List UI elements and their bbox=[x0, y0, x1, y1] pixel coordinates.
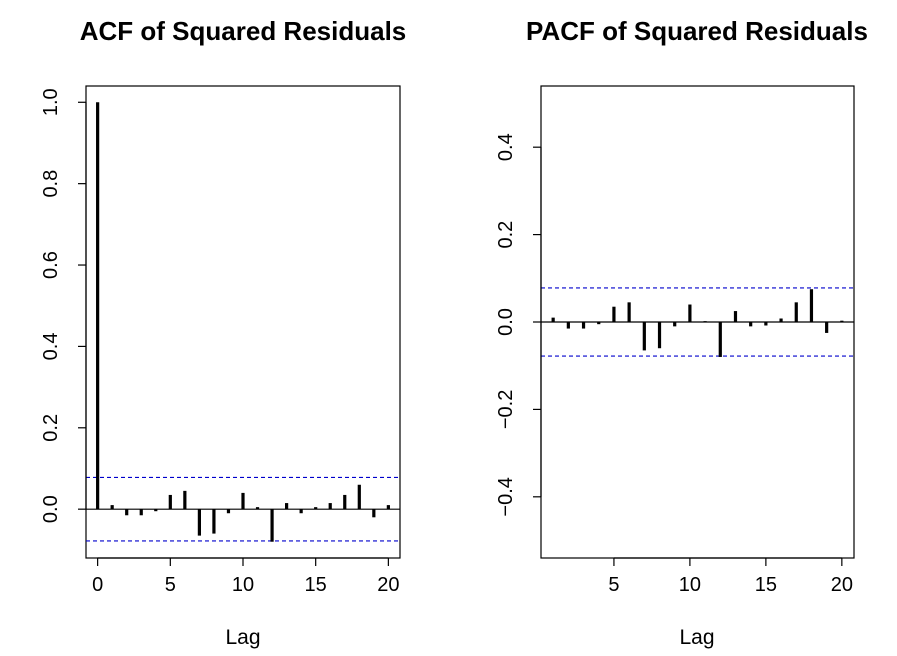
acf-x-tick-label: 5 bbox=[165, 574, 176, 596]
acf-title: ACF of Squared Residuals bbox=[80, 16, 407, 46]
pacf-y-tick-label: −0.2 bbox=[495, 390, 517, 429]
pacf-ci-bands bbox=[541, 287, 854, 357]
acf-x-axis: 0 5 10 15 20 bbox=[92, 557, 399, 596]
pacf-x-tick-label: 15 bbox=[755, 574, 777, 596]
acf-y-axis: 0.0 0.2 0.4 0.6 0.8 1.0 bbox=[40, 88, 87, 523]
pacf-x-axis: 5 10 15 20 bbox=[608, 557, 853, 596]
acf-x-axis-label: Lag bbox=[225, 626, 260, 649]
pacf-title: PACF of Squared Residuals bbox=[526, 16, 868, 46]
pacf-y-axis: −0.4 −0.2 0.0 0.2 0.4 bbox=[495, 133, 542, 517]
pacf-y-tick-label: 0.4 bbox=[495, 133, 517, 161]
acf-y-tick-label: 0.2 bbox=[40, 414, 62, 442]
acf-panel: ACF of Squared Residuals 0 5 10 15 20 0.0 0.2… bbox=[40, 16, 406, 649]
acf-y-tick-label: 0.0 bbox=[40, 495, 62, 523]
acf-x-tick-label: 0 bbox=[92, 574, 103, 596]
acf-y-tick-label: 0.8 bbox=[40, 170, 62, 198]
pacf-y-tick-label: 0.0 bbox=[495, 308, 517, 336]
acf-x-tick-label: 10 bbox=[232, 574, 254, 596]
acf-x-tick-label: 20 bbox=[377, 574, 399, 596]
pacf-bars bbox=[551, 289, 844, 357]
acf-y-tick-label: 1.0 bbox=[40, 88, 62, 116]
pacf-x-tick-label: 5 bbox=[608, 574, 619, 596]
acf-y-tick-label: 0.6 bbox=[40, 251, 62, 279]
acf-plot-frame bbox=[85, 85, 401, 559]
acf-ci-bands bbox=[86, 476, 400, 542]
pacf-panel: PACF of Squared Residuals 5 10 15 20 −0.4−0… bbox=[495, 16, 868, 649]
acf-x-tick-label: 15 bbox=[305, 574, 327, 596]
pacf-y-tick-label: 0.2 bbox=[495, 221, 517, 249]
pacf-y-tick-label: −0.4 bbox=[495, 477, 517, 516]
acf-y-tick-label: 0.4 bbox=[40, 333, 62, 361]
pacf-x-tick-label: 10 bbox=[679, 574, 701, 596]
pacf-x-axis-label: Lag bbox=[679, 626, 714, 649]
acf-bars bbox=[96, 102, 390, 542]
pacf-x-tick-label: 20 bbox=[831, 574, 853, 596]
